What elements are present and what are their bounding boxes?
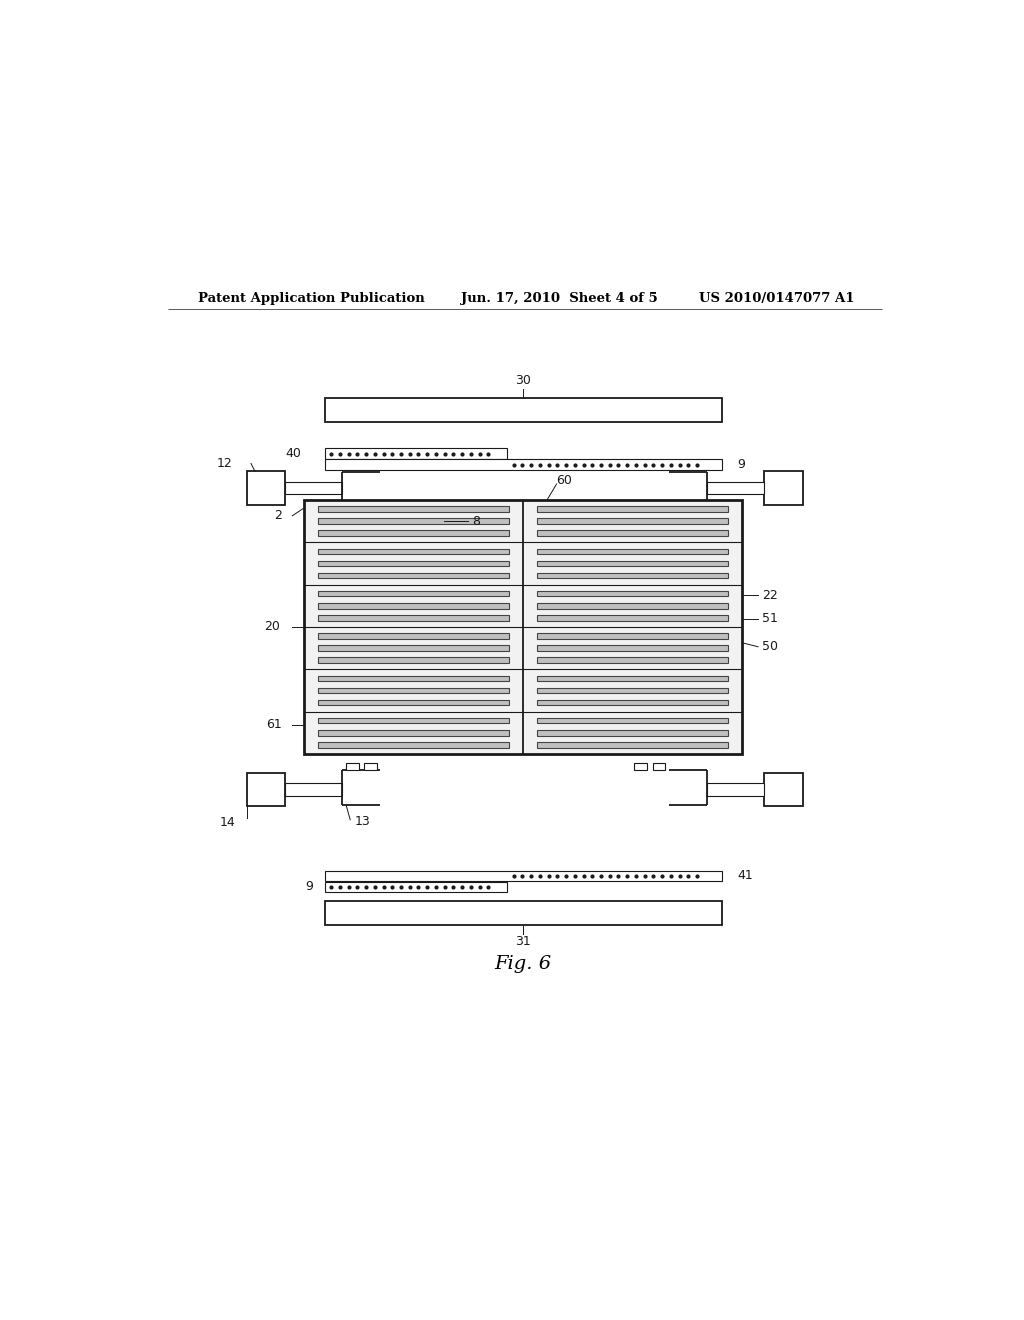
Bar xyxy=(318,718,509,723)
Bar xyxy=(346,763,359,770)
Text: 40: 40 xyxy=(285,447,301,459)
Text: Jun. 17, 2010  Sheet 4 of 5: Jun. 17, 2010 Sheet 4 of 5 xyxy=(461,292,658,305)
Bar xyxy=(538,688,728,693)
Bar xyxy=(538,730,728,735)
Bar xyxy=(318,531,509,536)
Bar xyxy=(708,482,765,495)
Bar xyxy=(318,688,509,693)
Bar xyxy=(318,603,509,609)
Bar xyxy=(652,508,666,515)
Text: Patent Application Publication: Patent Application Publication xyxy=(198,292,425,305)
Bar xyxy=(318,676,509,681)
Bar xyxy=(538,519,728,524)
Bar xyxy=(285,482,342,495)
Bar xyxy=(318,645,509,651)
Bar xyxy=(318,573,509,578)
Text: 12: 12 xyxy=(217,457,232,470)
Bar xyxy=(304,500,742,754)
Text: 61: 61 xyxy=(266,718,282,731)
Bar xyxy=(318,519,509,524)
Bar xyxy=(285,783,342,796)
Bar xyxy=(318,634,509,639)
Bar xyxy=(318,561,509,566)
Bar xyxy=(318,549,509,554)
Bar xyxy=(538,591,728,597)
Bar xyxy=(325,882,507,892)
Bar xyxy=(538,573,728,578)
Bar xyxy=(325,459,722,470)
Bar xyxy=(538,700,728,705)
Bar xyxy=(538,615,728,620)
Text: US 2010/0147077 A1: US 2010/0147077 A1 xyxy=(699,292,855,305)
Bar xyxy=(538,742,728,747)
Bar xyxy=(318,591,509,597)
Text: Fig. 6: Fig. 6 xyxy=(495,956,552,973)
Bar xyxy=(365,763,377,770)
Bar xyxy=(325,449,507,458)
Bar xyxy=(318,657,509,663)
Text: 2: 2 xyxy=(274,510,282,523)
Text: 8: 8 xyxy=(472,515,479,528)
Bar xyxy=(325,871,722,880)
Bar xyxy=(765,471,803,504)
Bar xyxy=(765,774,803,807)
Text: 30: 30 xyxy=(515,375,531,387)
Text: 31: 31 xyxy=(515,936,531,949)
Bar xyxy=(634,508,647,515)
Bar xyxy=(538,531,728,536)
Bar xyxy=(325,399,722,422)
Text: 9: 9 xyxy=(305,880,313,894)
Bar xyxy=(318,730,509,735)
Bar xyxy=(346,508,359,515)
Text: 50: 50 xyxy=(762,640,778,653)
Bar xyxy=(318,742,509,747)
Text: 22: 22 xyxy=(762,589,778,602)
Bar xyxy=(538,507,728,512)
Bar xyxy=(365,508,377,515)
Bar xyxy=(318,700,509,705)
Bar xyxy=(247,774,285,807)
Bar xyxy=(538,718,728,723)
Bar xyxy=(318,615,509,620)
Text: 14: 14 xyxy=(219,816,236,829)
Bar xyxy=(538,634,728,639)
Bar xyxy=(538,676,728,681)
Bar xyxy=(652,763,666,770)
Text: 60: 60 xyxy=(556,474,572,487)
Bar xyxy=(538,561,728,566)
Text: 51: 51 xyxy=(762,612,778,626)
Bar xyxy=(538,603,728,609)
Text: 20: 20 xyxy=(264,620,281,634)
Text: 13: 13 xyxy=(354,814,370,828)
Bar xyxy=(634,763,647,770)
Bar xyxy=(708,783,765,796)
Bar xyxy=(538,657,728,663)
Bar xyxy=(325,900,722,924)
Bar xyxy=(318,507,509,512)
Text: 41: 41 xyxy=(737,869,754,882)
Bar xyxy=(538,549,728,554)
Bar xyxy=(247,471,285,504)
Text: 9: 9 xyxy=(737,458,745,471)
Bar xyxy=(538,645,728,651)
